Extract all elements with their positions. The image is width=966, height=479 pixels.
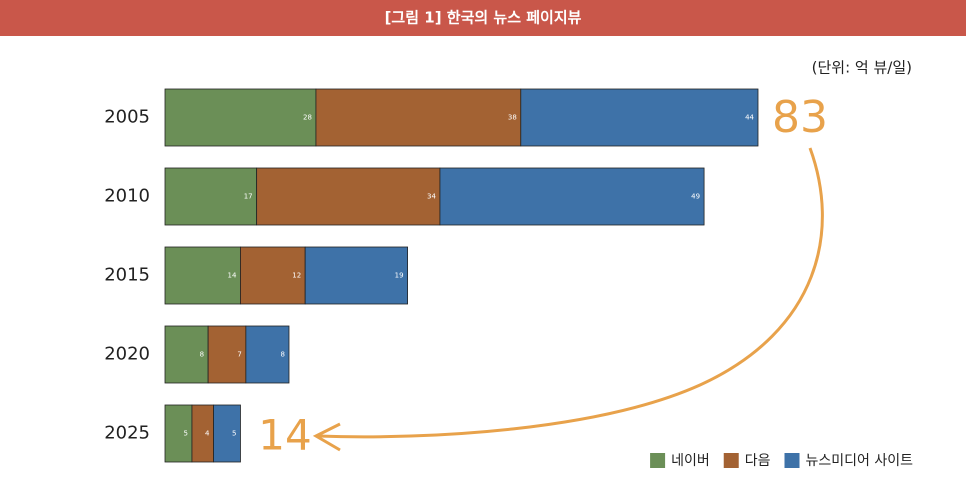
bar-segment xyxy=(164,246,241,305)
bar-segment xyxy=(304,246,408,305)
value-label: 38 xyxy=(508,114,517,122)
header-bar xyxy=(0,0,966,36)
value-label: 28 xyxy=(303,114,312,122)
bar-segment xyxy=(439,167,705,226)
bar-segment xyxy=(240,246,306,305)
value-label: 44 xyxy=(745,114,754,122)
unit-label: (단위: 억 뷰/일) xyxy=(812,59,912,77)
bar-segment xyxy=(164,167,258,226)
value-label: 8 xyxy=(200,351,204,359)
value-label: 5 xyxy=(232,430,236,438)
arrow xyxy=(317,147,824,439)
value-label: 12 xyxy=(292,272,301,280)
legend-swatch xyxy=(784,453,800,468)
annotation: 14 xyxy=(258,411,311,460)
legend-swatch xyxy=(650,453,666,468)
legend-label: 네이버 xyxy=(671,453,710,469)
chart-title: [그림 1] 한국의 뉴스 페이지뷰 xyxy=(385,9,582,27)
y-tick-label: 2010 xyxy=(104,186,150,207)
bar-segment xyxy=(315,88,522,147)
y-tick-label: 2025 xyxy=(104,423,150,444)
value-label: 17 xyxy=(244,193,253,201)
bar-segment xyxy=(207,325,247,384)
legend-label: 뉴스미디어 사이트 xyxy=(806,453,914,469)
legend-label: 다음 xyxy=(745,453,771,469)
bar-segment xyxy=(164,88,317,147)
bar-segment xyxy=(520,88,759,147)
bar-segment xyxy=(164,325,209,384)
legend-swatch xyxy=(723,453,739,468)
y-tick-label: 2015 xyxy=(104,265,150,286)
arrow-head xyxy=(312,422,341,452)
value-label: 14 xyxy=(228,272,237,280)
value-label: 19 xyxy=(395,272,404,280)
bar-segment xyxy=(191,404,214,463)
value-label: 7 xyxy=(237,351,241,359)
y-tick-label: 2005 xyxy=(104,107,150,128)
value-label: 8 xyxy=(281,351,285,359)
bar-segment xyxy=(164,404,193,463)
annotation: 83 xyxy=(772,92,828,143)
value-label: 34 xyxy=(427,193,436,201)
value-label: 4 xyxy=(205,430,210,438)
value-label: 5 xyxy=(183,430,187,438)
bar-segment xyxy=(245,325,290,384)
bar-segment xyxy=(213,404,241,463)
value-label: 49 xyxy=(691,193,700,201)
y-tick-label: 2020 xyxy=(104,344,150,365)
bar-segment xyxy=(256,167,441,226)
